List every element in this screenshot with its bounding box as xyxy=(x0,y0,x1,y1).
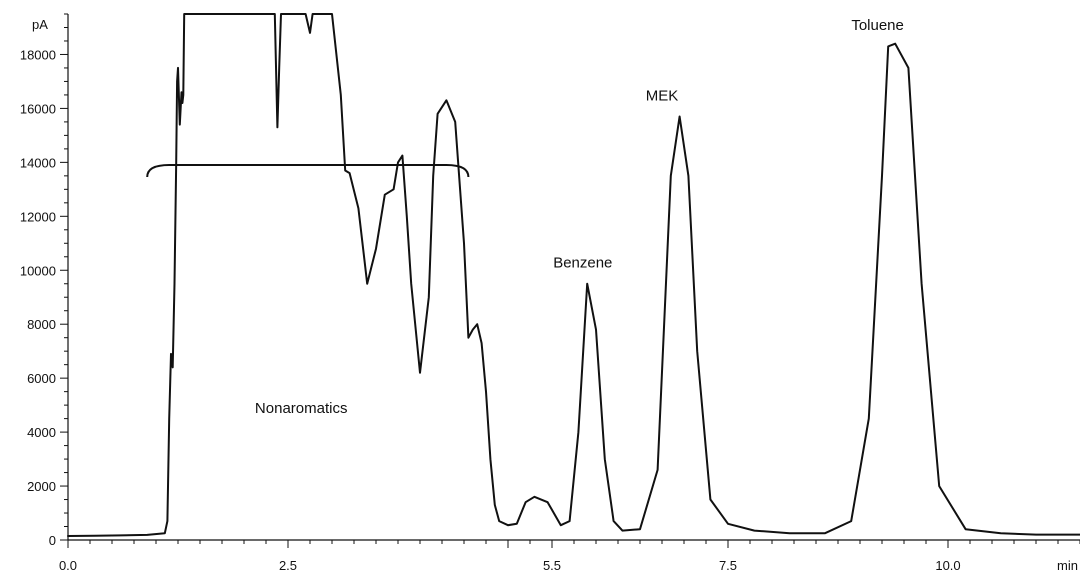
tick-labels: 0 2000 4000 6000 8000 10000 12000 14000 16000 180… xyxy=(20,47,961,573)
y-tick-label: 16000 xyxy=(20,101,56,116)
y-tick-label: 0 xyxy=(49,533,56,548)
y-tick-label: 6000 xyxy=(27,371,56,386)
peak-label: Nonaromatics xyxy=(255,400,348,417)
y-tick-label: 2000 xyxy=(27,479,56,494)
x-axis-unit-label: min xyxy=(1057,558,1078,573)
nonaromatics-bracket xyxy=(146,164,470,178)
y-tick-label: 14000 xyxy=(20,155,56,170)
peak-label: Benzene xyxy=(553,255,612,272)
tick-marks xyxy=(60,13,1080,548)
x-tick-label: 0.0 xyxy=(59,558,77,573)
x-tick-label: 2.5 xyxy=(279,558,297,573)
y-tick-label: 4000 xyxy=(27,425,56,440)
y-tick-label: 10000 xyxy=(20,263,56,278)
chromatogram-trace xyxy=(67,13,1080,537)
peak-label: MEK xyxy=(646,87,679,104)
axes xyxy=(67,14,1080,541)
y-tick-label: 18000 xyxy=(20,47,56,62)
peak-label: Toluene xyxy=(851,17,904,34)
y-tick-label: 8000 xyxy=(27,317,56,332)
x-tick-label: 7.5 xyxy=(719,558,737,573)
y-axis-unit-label: pA xyxy=(32,17,48,32)
plot-area xyxy=(67,13,1080,537)
x-tick-label: 5.5 xyxy=(543,558,561,573)
peak-annotations: Nonaromatics Benzene MEK Toluene xyxy=(255,17,904,417)
y-tick-label: 12000 xyxy=(20,209,56,224)
x-tick-label: 10.0 xyxy=(935,558,960,573)
